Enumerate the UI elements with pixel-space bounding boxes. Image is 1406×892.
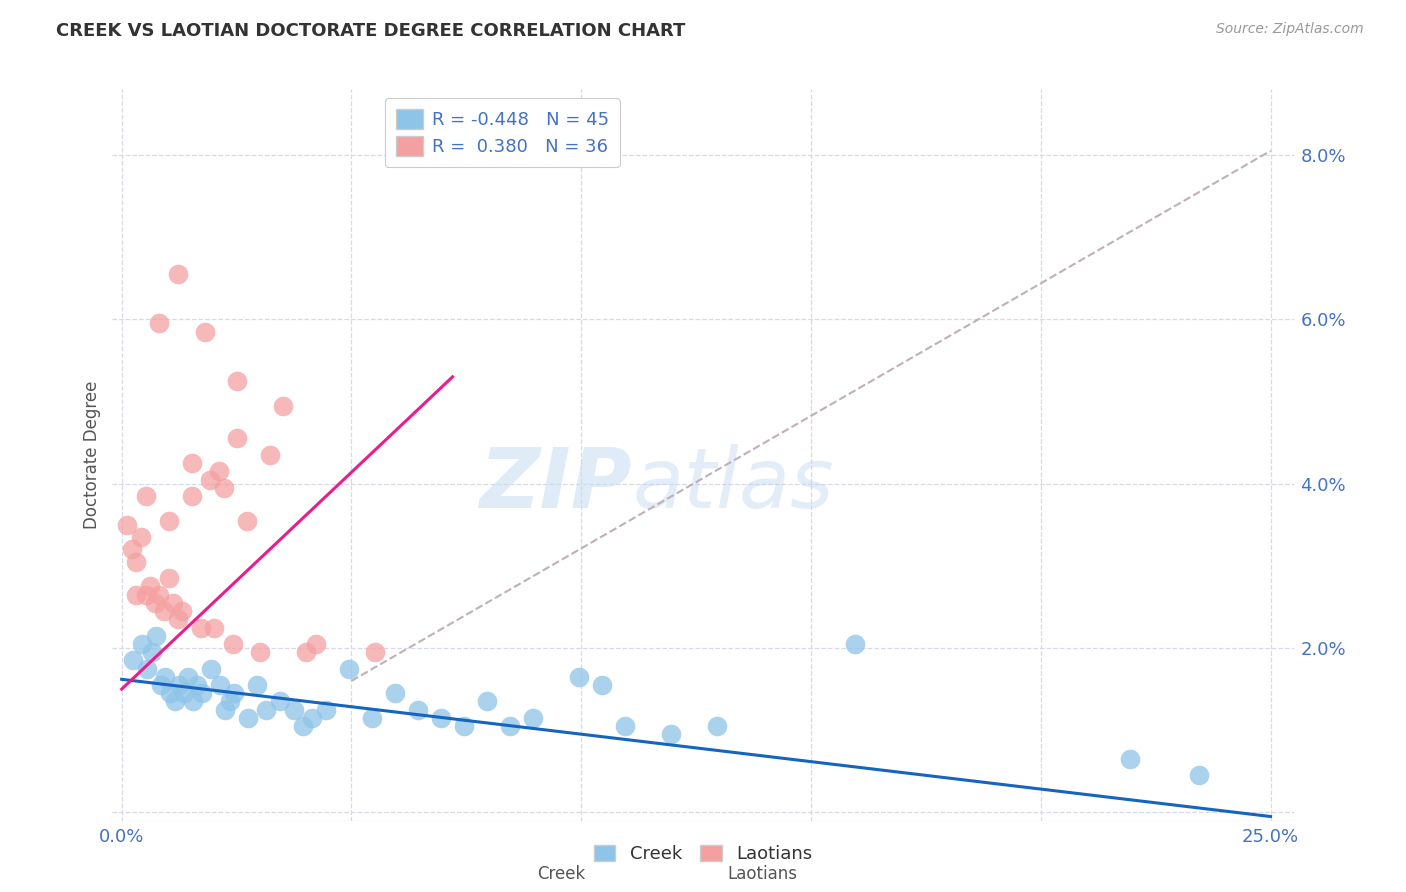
Point bbox=[283, 703, 305, 717]
Point bbox=[361, 711, 384, 725]
Point bbox=[167, 678, 190, 692]
Point bbox=[177, 670, 200, 684]
Point bbox=[208, 464, 231, 478]
Point bbox=[125, 555, 148, 569]
Point bbox=[226, 374, 249, 388]
Point bbox=[204, 620, 226, 634]
Point bbox=[131, 637, 153, 651]
Point bbox=[145, 629, 167, 643]
Point bbox=[706, 719, 728, 733]
Point bbox=[143, 596, 166, 610]
Text: atlas: atlas bbox=[633, 443, 834, 524]
Point bbox=[254, 703, 277, 717]
Point bbox=[141, 645, 163, 659]
Text: Laotians: Laotians bbox=[727, 864, 797, 882]
Point bbox=[212, 481, 235, 495]
Point bbox=[190, 620, 212, 634]
Point bbox=[292, 719, 315, 733]
Point bbox=[259, 448, 281, 462]
Point bbox=[135, 588, 157, 602]
Point bbox=[157, 571, 180, 585]
Point bbox=[269, 694, 291, 708]
Text: Source: ZipAtlas.com: Source: ZipAtlas.com bbox=[1216, 22, 1364, 37]
Point bbox=[226, 432, 249, 446]
Point bbox=[591, 678, 613, 692]
Text: CREEK VS LAOTIAN DOCTORATE DEGREE CORRELATION CHART: CREEK VS LAOTIAN DOCTORATE DEGREE CORREL… bbox=[56, 22, 686, 40]
Point bbox=[180, 456, 202, 470]
Point bbox=[159, 686, 181, 700]
Point bbox=[181, 694, 204, 708]
Point bbox=[659, 727, 682, 741]
Point bbox=[301, 711, 323, 725]
Point bbox=[224, 686, 246, 700]
Point bbox=[1188, 768, 1211, 782]
Point bbox=[139, 579, 162, 593]
Point bbox=[191, 686, 214, 700]
Point bbox=[218, 694, 240, 708]
Point bbox=[453, 719, 475, 733]
Point bbox=[613, 719, 636, 733]
Point bbox=[1119, 752, 1142, 766]
Point bbox=[172, 604, 194, 618]
Text: Creek: Creek bbox=[537, 864, 585, 882]
Point bbox=[135, 489, 157, 503]
Point bbox=[194, 325, 217, 339]
Point bbox=[186, 678, 208, 692]
Point bbox=[522, 711, 544, 725]
Point bbox=[499, 719, 522, 733]
Point bbox=[180, 489, 202, 503]
Point bbox=[148, 317, 170, 331]
Point bbox=[295, 645, 318, 659]
Point bbox=[844, 637, 866, 651]
Point bbox=[200, 662, 222, 676]
Point bbox=[153, 604, 176, 618]
Point bbox=[235, 514, 257, 528]
Point bbox=[406, 703, 429, 717]
Point bbox=[155, 670, 177, 684]
Y-axis label: Doctorate Degree: Doctorate Degree bbox=[83, 381, 101, 529]
Point bbox=[430, 711, 453, 725]
Legend: Creek, Laotians: Creek, Laotians bbox=[586, 838, 820, 870]
Point bbox=[315, 703, 337, 717]
Text: ZIP: ZIP bbox=[479, 443, 633, 524]
Point bbox=[122, 653, 145, 667]
Point bbox=[337, 662, 360, 676]
Point bbox=[214, 703, 236, 717]
Point bbox=[364, 645, 387, 659]
Point bbox=[236, 711, 259, 725]
Point bbox=[273, 399, 295, 413]
Point bbox=[129, 530, 152, 544]
Point bbox=[121, 542, 143, 557]
Point bbox=[115, 517, 138, 532]
Point bbox=[125, 588, 148, 602]
Point bbox=[222, 637, 245, 651]
Point bbox=[148, 588, 170, 602]
Point bbox=[166, 612, 188, 626]
Point bbox=[136, 662, 159, 676]
Point bbox=[304, 637, 326, 651]
Point bbox=[475, 694, 498, 708]
Point bbox=[249, 645, 271, 659]
Point bbox=[162, 596, 184, 610]
Point bbox=[173, 686, 195, 700]
Point bbox=[166, 267, 188, 281]
Point bbox=[209, 678, 232, 692]
Point bbox=[568, 670, 591, 684]
Point bbox=[149, 678, 172, 692]
Point bbox=[157, 514, 180, 528]
Point bbox=[384, 686, 406, 700]
Point bbox=[198, 473, 221, 487]
Point bbox=[246, 678, 269, 692]
Point bbox=[163, 694, 186, 708]
